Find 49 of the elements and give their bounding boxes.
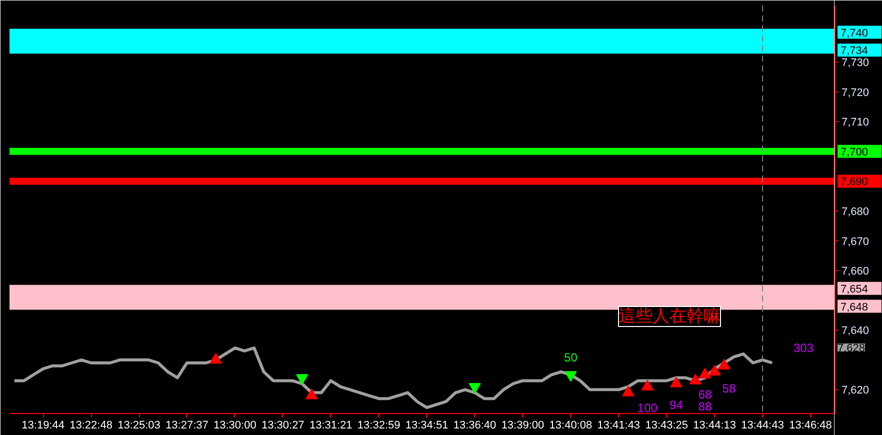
point xyxy=(641,380,654,390)
annotation: 303 xyxy=(794,341,814,355)
y-tick-label: 7,620 xyxy=(842,384,870,397)
y-tick-label: 7,670 xyxy=(842,236,870,248)
x-tick-label: 13:41:43 xyxy=(597,420,640,432)
ref-line-label: 7,734 xyxy=(840,45,868,58)
annotation: 88 xyxy=(698,400,712,414)
x-tick-label: 13:32:59 xyxy=(357,420,400,432)
x-tick-label: 13:46:48 xyxy=(789,420,832,432)
annotation: 68 xyxy=(698,388,712,402)
y-tick-label: 7,660 xyxy=(842,266,870,278)
annotation: 58 xyxy=(722,382,736,396)
annotation: 94 xyxy=(670,398,684,412)
annotation: 100 xyxy=(637,401,658,416)
x-tick-label: 13:30:27 xyxy=(261,420,304,432)
point xyxy=(306,388,318,400)
x-tick-label: 13:44:13 xyxy=(693,420,736,432)
y-tick-label: 7,720 xyxy=(842,86,870,99)
point xyxy=(210,353,222,364)
point xyxy=(718,359,730,370)
y-tick-label: 7,680 xyxy=(842,206,870,218)
ref-line-label: 7,740 xyxy=(840,27,868,40)
point xyxy=(698,368,711,378)
x-tick-label: 13:44:43 xyxy=(741,420,784,432)
y-tick-label: 7,710 xyxy=(842,116,870,129)
annotation: 50 xyxy=(564,350,578,364)
point xyxy=(689,374,702,384)
x-tick-label: 13:19:44 xyxy=(22,420,64,432)
ref-line-label: 7,700 xyxy=(840,146,868,158)
x-tick-label: 13:31:21 xyxy=(309,420,352,432)
x-tick-label: 13:40:08 xyxy=(549,420,592,432)
annotation: 這些人在幹嘛 xyxy=(618,306,720,326)
x-tick-label: 13:27:37 xyxy=(166,420,208,432)
x-tick-label: 13:34:51 xyxy=(405,420,448,432)
point xyxy=(670,376,682,388)
x-tick-label: 13:25:03 xyxy=(118,420,160,432)
y-tick-label: 7,730 xyxy=(842,57,870,70)
ref-line-label: 7,648 xyxy=(840,301,868,314)
ref-line-label: 7,654 xyxy=(840,283,868,296)
y-tick-label: 7,640 xyxy=(842,325,870,338)
x-tick-label: 13:43:25 xyxy=(645,420,688,432)
point xyxy=(622,386,634,396)
x-tick-label: 13:39:00 xyxy=(501,420,544,432)
x-tick-label: 13:30:00 xyxy=(214,420,256,432)
point xyxy=(708,364,721,376)
text: 7,628 xyxy=(838,342,866,354)
x-tick-label: 13:36:40 xyxy=(453,420,496,432)
ref-line-label: 7,690 xyxy=(840,176,868,188)
x-tick-label: 13:22:48 xyxy=(70,420,112,432)
